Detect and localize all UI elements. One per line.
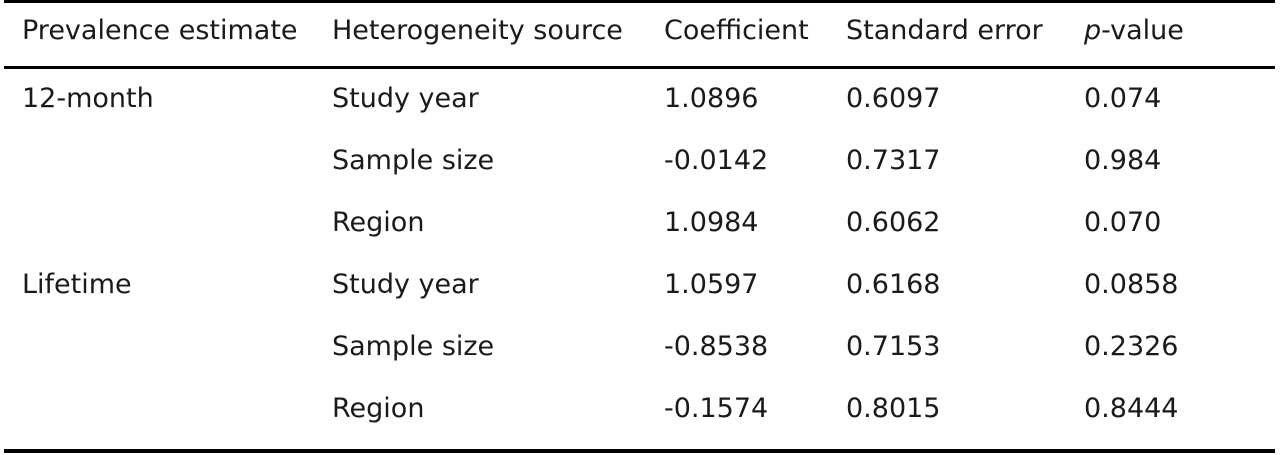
table-header-rule <box>4 66 1275 69</box>
header-coefficient: Coefficient <box>664 15 809 46</box>
cell-coefficient: -0.0142 <box>664 145 769 176</box>
cell-source: Region <box>332 393 425 424</box>
cell-standard-error: 0.6062 <box>846 207 941 238</box>
cell-p-value: 0.070 <box>1084 207 1162 238</box>
cell-standard-error: 0.7153 <box>846 331 941 362</box>
cell-coefficient: 1.0984 <box>664 207 759 238</box>
cell-coefficient: 1.0896 <box>664 83 759 114</box>
header-p-suffix: -value <box>1101 15 1184 46</box>
cell-source: Sample size <box>332 331 495 362</box>
cell-standard-error: 0.7317 <box>846 145 941 176</box>
cell-p-value: 0.074 <box>1084 83 1162 114</box>
cell-prevalence: 12-month <box>22 83 154 114</box>
cell-p-value: 0.8444 <box>1084 393 1179 424</box>
meta-regression-table: Prevalence estimate Heterogeneity source… <box>4 0 1275 455</box>
cell-standard-error: 0.6097 <box>846 83 941 114</box>
cell-source: Study year <box>332 83 479 114</box>
table-bottom-rule <box>4 449 1275 453</box>
cell-prevalence: Lifetime <box>22 269 132 300</box>
header-prevalence-estimate: Prevalence estimate <box>22 15 298 46</box>
cell-source: Region <box>332 207 425 238</box>
header-p-value: p-value <box>1084 14 1184 48</box>
cell-source: Study year <box>332 269 479 300</box>
cell-coefficient: -0.1574 <box>664 393 769 424</box>
header-p-letter: p <box>1084 15 1102 46</box>
cell-standard-error: 0.8015 <box>846 393 941 424</box>
cell-source: Sample size <box>332 145 495 176</box>
cell-coefficient: 1.0597 <box>664 269 759 300</box>
cell-p-value: 0.984 <box>1084 145 1162 176</box>
cell-p-value: 0.0858 <box>1084 269 1179 300</box>
cell-p-value: 0.2326 <box>1084 331 1179 362</box>
cell-coefficient: -0.8538 <box>664 331 769 362</box>
table-top-rule <box>4 0 1275 3</box>
header-standard-error: Standard error <box>846 15 1043 46</box>
cell-standard-error: 0.6168 <box>846 269 941 300</box>
header-heterogeneity-source: Heterogeneity source <box>332 15 623 46</box>
